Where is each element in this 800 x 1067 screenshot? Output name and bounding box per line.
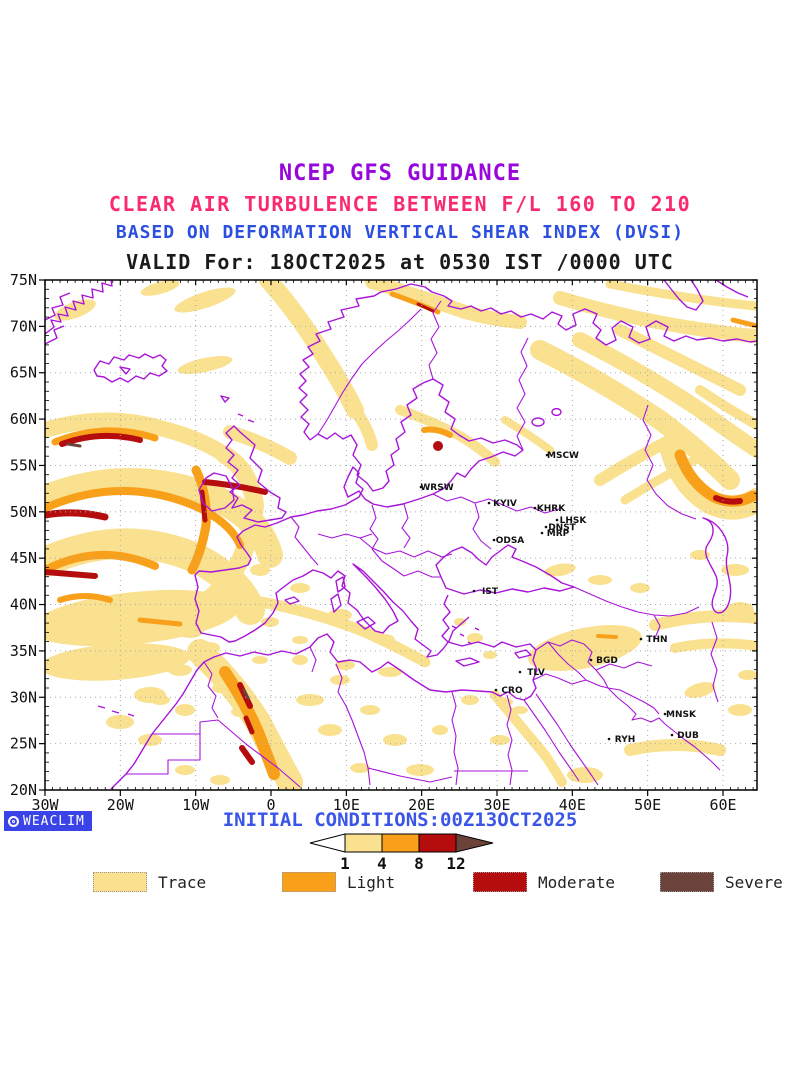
city-dot [639, 637, 643, 641]
city-dot [518, 670, 522, 674]
city-label-kyiv: KYIV [493, 499, 517, 509]
lat-label: 35N [10, 642, 37, 660]
scale-tick-label: 4 [377, 854, 387, 873]
city-label-dnst: DNST [548, 523, 576, 533]
lon-label: 10E [333, 796, 360, 814]
lon-label: 20W [107, 796, 135, 814]
lon-label: 40E [559, 796, 586, 814]
city-label-mnsk: MNSK [666, 710, 697, 720]
scale-tick-labels: 1 4 8 12 [340, 854, 465, 873]
city-label-bgd: BGD [596, 656, 618, 666]
city-dot [555, 518, 559, 522]
city-dot [540, 531, 544, 535]
scale-tick-label: 12 [446, 854, 465, 873]
weaclim-ring-icon [8, 815, 19, 827]
lat-label: 25N [10, 735, 37, 753]
city-label-thn: THN [646, 635, 667, 645]
trace-swatch [93, 872, 147, 892]
lat-label: 75N [10, 271, 37, 289]
city-dot [670, 733, 674, 737]
light-label: Light [347, 872, 396, 892]
lon-label: 30W [31, 796, 59, 814]
city-label-odsa: ODSA [496, 536, 525, 546]
lon-label: 50E [634, 796, 661, 814]
city-dot [472, 589, 476, 593]
valid-time: VALID For: 18OCT2025 at 0530 IST /0000 U… [126, 250, 674, 274]
city-label-ryh: RYH [615, 735, 636, 745]
city-label-mrp: MRP [547, 529, 570, 539]
city-dot [487, 501, 491, 505]
subtitle-index: BASED ON DEFORMATION VERTICAL SHEAR INDE… [115, 222, 685, 243]
legend-item-trace: Trace [93, 871, 206, 893]
lat-label: 65N [10, 364, 37, 382]
lat-label: 50N [10, 503, 37, 521]
light-swatch [282, 872, 336, 892]
page-title: NCEP GFS GUIDANCE [278, 161, 522, 186]
turbulence-map: 75N 70N 65N 60N 55N 50N 45N 40N 35N 30N 25N 20N 30W… [10, 271, 758, 814]
city-label-dub: DUB [677, 731, 699, 741]
coastlines [45, 280, 757, 790]
city-dot [589, 658, 593, 662]
lat-label: 40N [10, 596, 37, 614]
legend-item-moderate: Moderate [473, 871, 615, 893]
subtitle-turbulence: CLEAR AIR TURBULENCE BETWEEN F/L 160 TO … [108, 192, 692, 216]
city-label-wrsw: WRSW [420, 483, 453, 493]
lon-label: 20E [408, 796, 435, 814]
color-scale: 1 4 8 12 [309, 833, 494, 873]
city-dot [492, 538, 496, 542]
city-dot [545, 453, 549, 457]
severe-swatch [660, 872, 714, 892]
lat-label: 55N [10, 456, 37, 474]
severe-label: Severe [725, 872, 783, 892]
country-borders [126, 300, 721, 788]
scale-tick-label: 8 [414, 854, 424, 873]
legend-item-light: Light [282, 871, 395, 893]
trace-label: Trace [158, 872, 207, 892]
map-frame [44, 279, 758, 791]
weaclim-logo: WEACLIM [4, 811, 92, 831]
city-dot [419, 485, 423, 489]
lon-label: 30E [483, 796, 510, 814]
lat-label: 20N [10, 781, 37, 799]
scale-tick-label: 1 [340, 854, 350, 873]
axis-ticks [39, 279, 757, 796]
legend-item-severe: Severe [660, 871, 783, 893]
turbulence-layer [45, 280, 757, 790]
city-dot [663, 712, 667, 716]
initial-conditions-text: INITIAL CONDITIONS:00Z13OCT2025 [222, 809, 578, 831]
lat-label: 30N [10, 688, 37, 706]
lon-label: 10W [182, 796, 210, 814]
city-dot [544, 525, 548, 529]
lon-label: 60E [709, 796, 736, 814]
lat-label: 45N [10, 549, 37, 567]
city-dot [533, 506, 537, 510]
city-label-khrk: KHRK [537, 504, 566, 514]
city-label-tlv: TLV [527, 668, 545, 678]
grid-lines [45, 280, 757, 790]
city-dot [494, 688, 498, 692]
latitude-labels: 75N 70N 65N 60N 55N 50N 45N 40N 35N 30N 25N 20N [10, 271, 37, 799]
lat-label: 70N [10, 317, 37, 335]
severity-legend: Trace Light Moderate Severe [0, 871, 800, 897]
city-dot [607, 737, 611, 741]
moderate-label: Moderate [538, 872, 616, 892]
city-label-cro: CRO [501, 686, 523, 696]
lon-label: 0 [266, 796, 275, 814]
lat-label: 60N [10, 410, 37, 428]
city-label-lhsk: LHSK [560, 516, 588, 526]
longitude-labels: 30W 20W 10W 0 10E 20E 30E 40E 50E 60E [31, 796, 736, 814]
city-label-ist: IST [482, 587, 499, 597]
city-label-mscw: MSCW [547, 451, 579, 461]
weaclim-logo-text: WEACLIM [23, 813, 85, 829]
moderate-swatch [473, 872, 527, 892]
